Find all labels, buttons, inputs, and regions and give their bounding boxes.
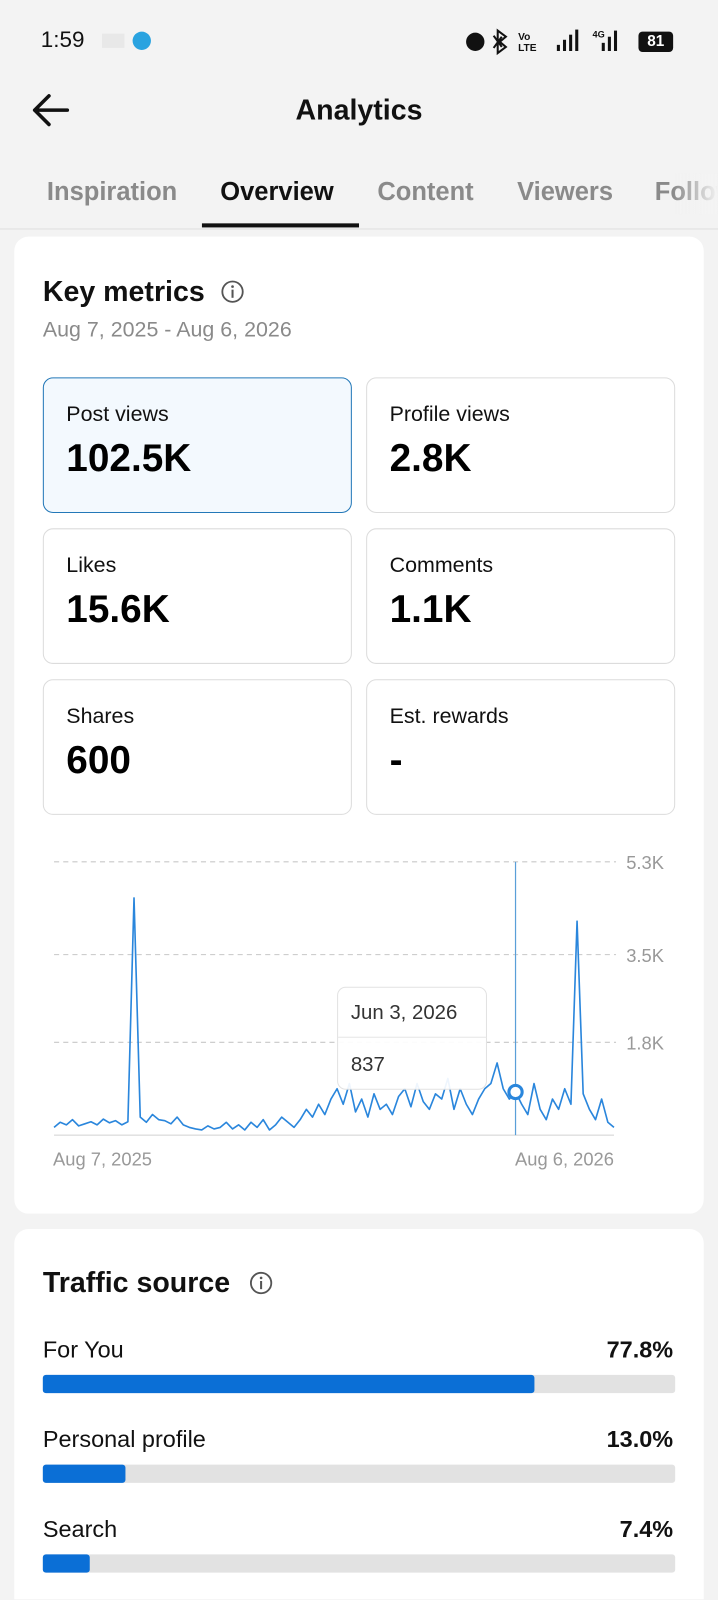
svg-text:LTE: LTE xyxy=(518,43,537,54)
battery: 81 xyxy=(638,31,674,53)
info-icon[interactable] xyxy=(220,279,247,306)
metric-box[interactable]: Est. rewards - xyxy=(366,679,676,815)
tab[interactable]: Content xyxy=(377,177,474,207)
status-icons: Vo LTE 4G xyxy=(466,28,618,56)
y-tick-label: 1.8K xyxy=(626,1032,665,1053)
chart: 1.8K 3.5K 5.3K Aug 7, 2025 Aug 6, 2026 Jun 3,… xyxy=(53,852,665,1170)
tab[interactable]: Inspiration xyxy=(46,177,178,207)
progress-bar xyxy=(42,1554,90,1573)
y-tick-label: 5.3K xyxy=(626,852,665,873)
progress-track xyxy=(42,1464,676,1483)
tab-active[interactable]: Overview xyxy=(220,177,334,207)
metric-label: Profile views xyxy=(389,402,510,427)
metric-box[interactable]: Profile views 2.8K xyxy=(366,377,676,514)
notification-icon xyxy=(101,33,125,48)
traffic-label: For You xyxy=(42,1336,124,1363)
section-title: Traffic source xyxy=(42,1266,231,1299)
x-tick-label: Aug 6, 2026 xyxy=(515,1149,614,1170)
tooltip-value: 837 xyxy=(351,1054,385,1076)
section-title: Key metrics xyxy=(42,275,205,307)
metric-value: 1.1K xyxy=(389,588,472,632)
tab-divider xyxy=(0,228,718,230)
progress-bar xyxy=(42,1464,126,1483)
status-time: 1:59 xyxy=(40,26,85,53)
x-tick-label: Aug 7, 2025 xyxy=(53,1149,152,1170)
metric-label: Comments xyxy=(389,553,494,578)
progress-bar xyxy=(42,1374,535,1394)
metric-box[interactable]: Post views 102.5K xyxy=(42,377,352,514)
tab-indicator xyxy=(201,223,360,228)
line-series xyxy=(53,897,615,1131)
traffic-value: 7.4% xyxy=(619,1515,674,1543)
tab[interactable]: Viewers xyxy=(517,177,614,207)
tooltip-point xyxy=(507,1083,524,1101)
metric-label: Likes xyxy=(66,553,117,578)
tooltip-box xyxy=(337,986,488,1090)
svg-text:4G: 4G xyxy=(593,30,605,40)
metric-value: - xyxy=(389,739,403,783)
svg-text:Vo: Vo xyxy=(518,32,530,43)
metric-value: 102.5K xyxy=(66,437,192,481)
traffic-label: Search xyxy=(42,1515,118,1543)
traffic-value: 77.8% xyxy=(606,1336,674,1363)
metric-box[interactable]: Shares 600 xyxy=(42,679,352,815)
traffic-value: 13.0% xyxy=(606,1425,674,1453)
telegram-icon xyxy=(132,31,151,50)
metric-box[interactable]: Comments 1.1K xyxy=(366,528,676,664)
metric-label: Shares xyxy=(66,704,135,729)
metric-value: 15.6K xyxy=(66,588,170,632)
y-tick-label: 3.5K xyxy=(626,945,665,966)
tab-fade xyxy=(673,173,718,215)
metric-label: Post views xyxy=(66,402,169,427)
metric-value: 2.8K xyxy=(389,437,472,481)
metric-value: 600 xyxy=(66,739,131,783)
progress-track xyxy=(42,1554,676,1573)
metric-label: Est. rewards xyxy=(389,704,509,729)
date-range: Aug 7, 2025 - Aug 6, 2026 xyxy=(42,318,292,342)
page-title: Analytics xyxy=(295,93,423,126)
traffic-source-card xyxy=(14,1228,704,1600)
traffic-label: Personal profile xyxy=(42,1425,206,1453)
tab-bar: Inspiration Overview Content Viewers Fol… xyxy=(0,0,718,230)
tooltip-date: Jun 3, 2026 xyxy=(351,1002,458,1024)
back-button[interactable] xyxy=(29,92,74,129)
metric-box[interactable]: Likes 15.6K xyxy=(42,528,352,664)
info-icon[interactable] xyxy=(249,1271,276,1298)
